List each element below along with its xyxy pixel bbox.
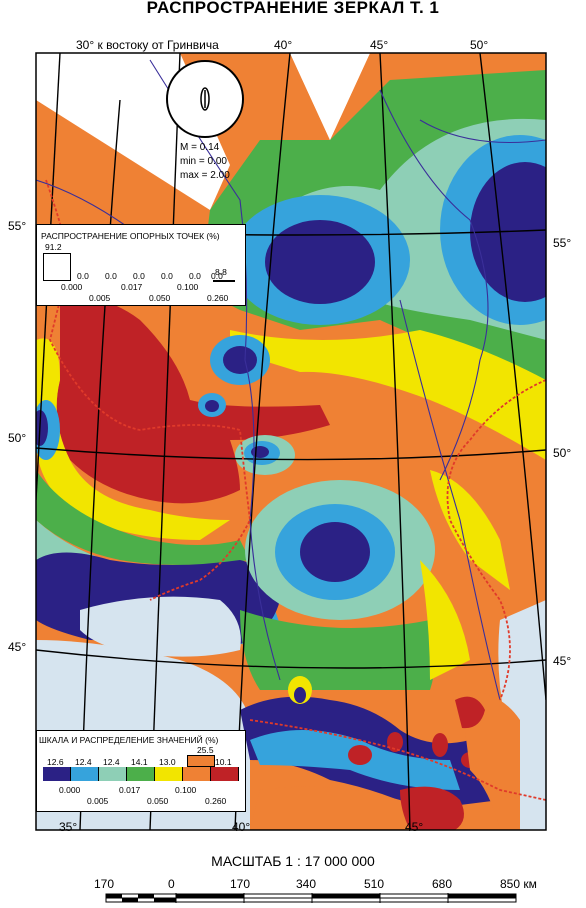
scale-swatch-4 <box>127 767 155 781</box>
ref-row-value-5: 0.0 <box>189 271 201 281</box>
scale-break-top-2: 0.017 <box>119 785 141 795</box>
ref-break-top-2: 0.017 <box>121 282 143 292</box>
left-tick-45: 45° <box>8 640 27 654</box>
ref-break-bottom-2: 0.050 <box>149 293 171 303</box>
scale-bar-value-3: 12.4 <box>103 757 120 767</box>
left-tick-55: 55° <box>8 219 27 233</box>
stat-mean: M = 0.14 <box>180 142 220 153</box>
ref-break-top-1: 0.000 <box>61 282 83 292</box>
bottom-tick-35: 35° <box>59 820 78 834</box>
scale-bar-graphic <box>105 893 517 903</box>
scale-break-bottom-2: 0.050 <box>147 796 169 806</box>
rose-diagram <box>166 60 244 138</box>
top-tick-40: 40° <box>274 38 293 52</box>
scale-label-2: 0 <box>168 877 175 891</box>
scale-bar-title: МАСШТАБ 1 : 17 000 000 <box>211 853 375 869</box>
stat-min: min = 0.00 <box>180 156 227 167</box>
scale-label-7: 850 км <box>500 877 537 891</box>
scale-swatch-5 <box>155 767 183 781</box>
scale-label-3: 170 <box>230 877 251 891</box>
ref-row-bar <box>213 280 235 282</box>
ref-big-value: 91.2 <box>45 242 62 252</box>
scale-peak-value: 25.5 <box>197 745 214 755</box>
scale-break-bottom-3: 0.260 <box>205 796 227 806</box>
top-tick-50: 50° <box>470 38 489 52</box>
graticule <box>36 53 546 830</box>
ref-break-bottom-1: 0.005 <box>89 293 111 303</box>
scale-break-bottom-1: 0.005 <box>87 796 109 806</box>
scale-label-6: 680 <box>432 877 453 891</box>
scale-swatch-7 <box>211 767 239 781</box>
stat-max: max = 2.00 <box>180 170 230 181</box>
ref-row-value-1: 0.0 <box>77 271 89 281</box>
scale-bar-value-2: 12.4 <box>75 757 92 767</box>
value-scale-legend: ШКАЛА И РАСПРЕДЕЛЕНИЕ ЗНАЧЕНИЙ (%) 25.5 … <box>36 730 246 812</box>
scale-break-top-3: 0.100 <box>175 785 197 795</box>
left-tick-50: 50° <box>8 431 27 445</box>
scale-swatch-2 <box>71 767 99 781</box>
ref-points-legend: РАСПРОСТРАНЕНИЕ ОПОРНЫХ ТОЧЕК (%) 91.2 0… <box>36 224 246 306</box>
scale-swatch-3 <box>99 767 127 781</box>
bottom-tick-40: 40° <box>232 820 251 834</box>
scale-bar-value-5: 13.0 <box>159 757 176 767</box>
scale-label-1: 170 <box>94 877 115 891</box>
bottom-tick-45: 45° <box>405 820 424 834</box>
ref-row-value-2: 0.0 <box>105 271 117 281</box>
sea-azov <box>80 596 241 657</box>
scale-label-5: 510 <box>364 877 385 891</box>
map-frame <box>35 52 547 831</box>
ref-row-value-3: 0.0 <box>133 271 145 281</box>
outside-wedge <box>290 53 370 140</box>
right-tick-55: 55° <box>553 236 572 250</box>
ref-legend-title: РАСПРОСТРАНЕНИЕ ОПОРНЫХ ТОЧЕК (%) <box>41 231 220 241</box>
scale-break-top-1: 0.000 <box>59 785 81 795</box>
map-title: РАСПРОСТРАНЕНИЕ ЗЕРКАЛ Т. 1 <box>146 0 440 17</box>
ref-break-bottom-3: 0.260 <box>207 293 229 303</box>
ref-break-top-3: 0.100 <box>177 282 199 292</box>
ref-big-box <box>43 253 71 281</box>
top-tick-45: 45° <box>370 38 389 52</box>
ref-row-value-4: 0.0 <box>161 271 173 281</box>
top-axis-caption: 30° к востоку от Гринвича <box>76 38 219 52</box>
scale-legend-title: ШКАЛА И РАСПРЕДЕЛЕНИЕ ЗНАЧЕНИЙ (%) <box>39 735 219 745</box>
ref-row-value-6: 0.0 <box>211 271 223 281</box>
scale-bar-value-7: 10.1 <box>215 757 232 767</box>
right-tick-45: 45° <box>553 654 572 668</box>
ref-row-value-7: 8.8 <box>215 267 227 277</box>
scale-color-swatches <box>43 767 239 781</box>
scale-peak-bar <box>187 755 215 767</box>
scale-bar-value-1: 12.6 <box>47 757 64 767</box>
scale-swatch-6 <box>183 767 211 781</box>
scale-label-4: 340 <box>296 877 317 891</box>
scale-swatch-1 <box>43 767 71 781</box>
scale-bar-value-4: 14.1 <box>131 757 148 767</box>
right-tick-50: 50° <box>553 446 572 460</box>
